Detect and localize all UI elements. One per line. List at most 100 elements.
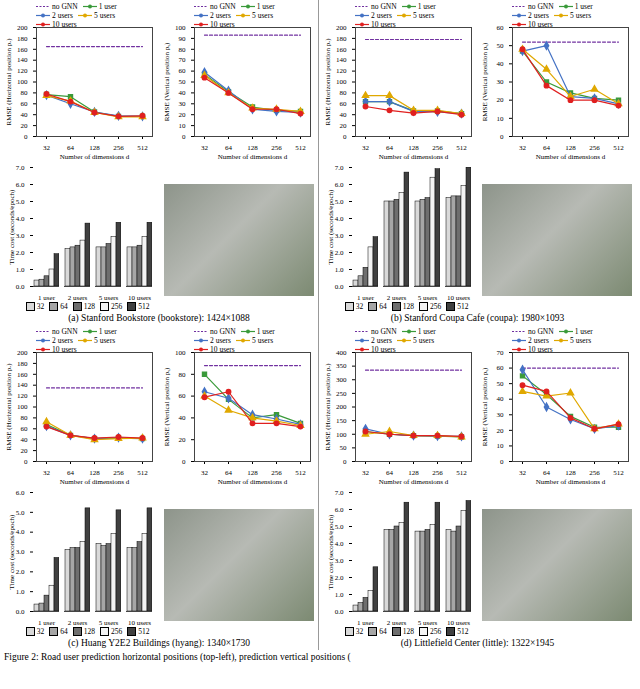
svg-text:0: 0 — [182, 133, 186, 141]
svg-text:32: 32 — [519, 144, 527, 152]
svg-text:256: 256 — [432, 469, 443, 477]
svg-text:RMSE (Vertical position pᵧ): RMSE (Vertical position pᵧ) — [481, 42, 489, 121]
svg-text:6.0: 6.0 — [335, 181, 344, 189]
svg-text:140: 140 — [336, 56, 347, 64]
svg-text:100: 100 — [17, 78, 28, 86]
svg-text:6.0: 6.0 — [16, 489, 25, 497]
svg-text:30: 30 — [179, 100, 187, 108]
svg-text:180: 180 — [17, 360, 28, 368]
svg-text:160: 160 — [17, 371, 28, 379]
svg-text:30: 30 — [497, 411, 505, 419]
svg-text:160: 160 — [17, 46, 28, 54]
svg-text:120: 120 — [17, 392, 28, 400]
svg-text:0: 0 — [500, 133, 504, 141]
svg-text:Number of dimensions d: Number of dimensions d — [379, 153, 449, 161]
svg-text:50: 50 — [497, 42, 505, 50]
svg-text:32: 32 — [201, 469, 209, 477]
svg-text:Number of dimensions d: Number of dimensions d — [536, 153, 606, 161]
svg-text:0: 0 — [24, 458, 28, 466]
svg-text:256: 256 — [589, 144, 600, 152]
svg-text:64: 64 — [543, 469, 551, 477]
svg-text:200: 200 — [17, 349, 28, 357]
svg-text:3.0: 3.0 — [16, 548, 25, 556]
svg-text:256: 256 — [589, 469, 600, 477]
svg-text:64: 64 — [225, 469, 233, 477]
svg-text:512: 512 — [137, 144, 148, 152]
svg-text:70: 70 — [179, 56, 187, 64]
svg-text:20: 20 — [179, 436, 187, 444]
svg-text:4.0: 4.0 — [335, 540, 344, 548]
svg-text:200: 200 — [336, 24, 347, 32]
svg-text:2.0: 2.0 — [335, 574, 344, 582]
svg-text:Number of dimensions d: Number of dimensions d — [218, 478, 288, 486]
svg-text:1 user: 1 user — [357, 294, 375, 302]
svg-text:128: 128 — [247, 469, 258, 477]
svg-text:200: 200 — [336, 403, 347, 411]
svg-text:512: 512 — [295, 144, 306, 152]
svg-text:512: 512 — [613, 144, 624, 152]
svg-text:1.0: 1.0 — [335, 591, 344, 599]
svg-text:5 users: 5 users — [99, 619, 119, 627]
svg-text:120: 120 — [17, 67, 28, 75]
svg-text:1 user: 1 user — [357, 619, 375, 627]
svg-text:128: 128 — [89, 144, 100, 152]
svg-text:64: 64 — [386, 144, 394, 152]
svg-text:5 users: 5 users — [418, 294, 438, 302]
svg-text:40: 40 — [21, 111, 29, 119]
svg-text:4.0: 4.0 — [16, 528, 25, 536]
svg-text:5 users: 5 users — [99, 294, 119, 302]
svg-text:5 users: 5 users — [418, 619, 438, 627]
svg-text:80: 80 — [179, 371, 187, 379]
svg-text:180: 180 — [17, 35, 28, 43]
svg-text:10 users: 10 users — [128, 294, 151, 302]
svg-text:128: 128 — [247, 144, 258, 152]
svg-text:300: 300 — [336, 376, 347, 384]
svg-text:40: 40 — [497, 395, 505, 403]
svg-text:10: 10 — [179, 122, 187, 130]
svg-text:32: 32 — [362, 144, 370, 152]
svg-text:4.0: 4.0 — [16, 215, 25, 223]
svg-text:7.0: 7.0 — [335, 164, 344, 172]
svg-text:RMSE (Vertical position pᵧ): RMSE (Vertical position pᵧ) — [163, 42, 171, 121]
svg-text:32: 32 — [201, 144, 209, 152]
svg-text:2.0: 2.0 — [16, 568, 25, 576]
svg-text:2 users: 2 users — [387, 294, 407, 302]
svg-text:64: 64 — [386, 469, 394, 477]
svg-text:256: 256 — [271, 469, 282, 477]
svg-text:200: 200 — [17, 24, 28, 32]
svg-text:7.0: 7.0 — [16, 164, 25, 172]
svg-text:3.0: 3.0 — [16, 232, 25, 240]
svg-text:100: 100 — [336, 430, 347, 438]
svg-text:0: 0 — [343, 458, 347, 466]
svg-text:Number of dimensions d: Number of dimensions d — [218, 153, 288, 161]
svg-text:0.0: 0.0 — [16, 283, 25, 291]
svg-text:0.0: 0.0 — [16, 608, 25, 616]
svg-text:RMSE (Vertical position pᵧ): RMSE (Vertical position pᵧ) — [163, 367, 171, 446]
svg-text:60: 60 — [497, 24, 505, 32]
svg-text:512: 512 — [456, 144, 467, 152]
svg-text:128: 128 — [408, 469, 419, 477]
svg-text:250: 250 — [336, 390, 347, 398]
svg-text:180: 180 — [336, 35, 347, 43]
svg-text:RMSE (Horizontal position pₓ): RMSE (Horizontal position pₓ) — [5, 38, 13, 126]
svg-text:128: 128 — [565, 469, 576, 477]
svg-text:40: 40 — [497, 60, 505, 68]
svg-text:0: 0 — [182, 458, 186, 466]
svg-text:Time cost (seconds/epoch): Time cost (seconds/epoch) — [327, 189, 335, 264]
svg-text:10 users: 10 users — [447, 619, 470, 627]
svg-text:512: 512 — [137, 469, 148, 477]
svg-text:60: 60 — [497, 364, 505, 372]
svg-text:20: 20 — [179, 111, 187, 119]
svg-text:10 users: 10 users — [128, 619, 151, 627]
svg-text:80: 80 — [340, 89, 348, 97]
svg-text:Number of dimensions d: Number of dimensions d — [60, 153, 130, 161]
svg-text:20: 20 — [340, 122, 348, 130]
svg-text:20: 20 — [497, 96, 505, 104]
svg-text:5.0: 5.0 — [335, 523, 344, 531]
svg-text:350: 350 — [336, 362, 347, 370]
svg-text:80: 80 — [21, 414, 29, 422]
svg-text:5.0: 5.0 — [16, 509, 25, 517]
svg-text:2 users: 2 users — [68, 294, 88, 302]
svg-text:160: 160 — [336, 46, 347, 54]
svg-text:5.0: 5.0 — [335, 198, 344, 206]
